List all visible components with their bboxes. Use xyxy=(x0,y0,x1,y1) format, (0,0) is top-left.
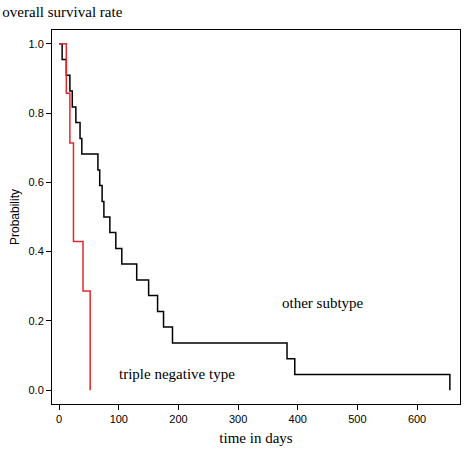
svg-text:Probability: Probability xyxy=(8,189,22,245)
svg-text:300: 300 xyxy=(229,413,247,425)
svg-text:overall survival rate: overall survival rate xyxy=(2,4,122,20)
svg-text:1.0: 1.0 xyxy=(29,38,44,50)
svg-text:200: 200 xyxy=(169,413,187,425)
svg-text:time in days: time in days xyxy=(219,430,292,446)
svg-text:other subtype: other subtype xyxy=(282,295,364,311)
svg-text:0.0: 0.0 xyxy=(29,384,44,396)
svg-text:triple negative type: triple negative type xyxy=(119,366,235,382)
svg-text:0.6: 0.6 xyxy=(29,176,44,188)
svg-text:0.8: 0.8 xyxy=(29,107,44,119)
svg-text:400: 400 xyxy=(289,413,307,425)
svg-text:0.4: 0.4 xyxy=(29,245,44,257)
svg-text:0.2: 0.2 xyxy=(29,315,44,327)
svg-text:100: 100 xyxy=(110,413,128,425)
svg-text:0: 0 xyxy=(56,413,62,425)
svg-text:600: 600 xyxy=(408,413,426,425)
svg-text:500: 500 xyxy=(348,413,366,425)
